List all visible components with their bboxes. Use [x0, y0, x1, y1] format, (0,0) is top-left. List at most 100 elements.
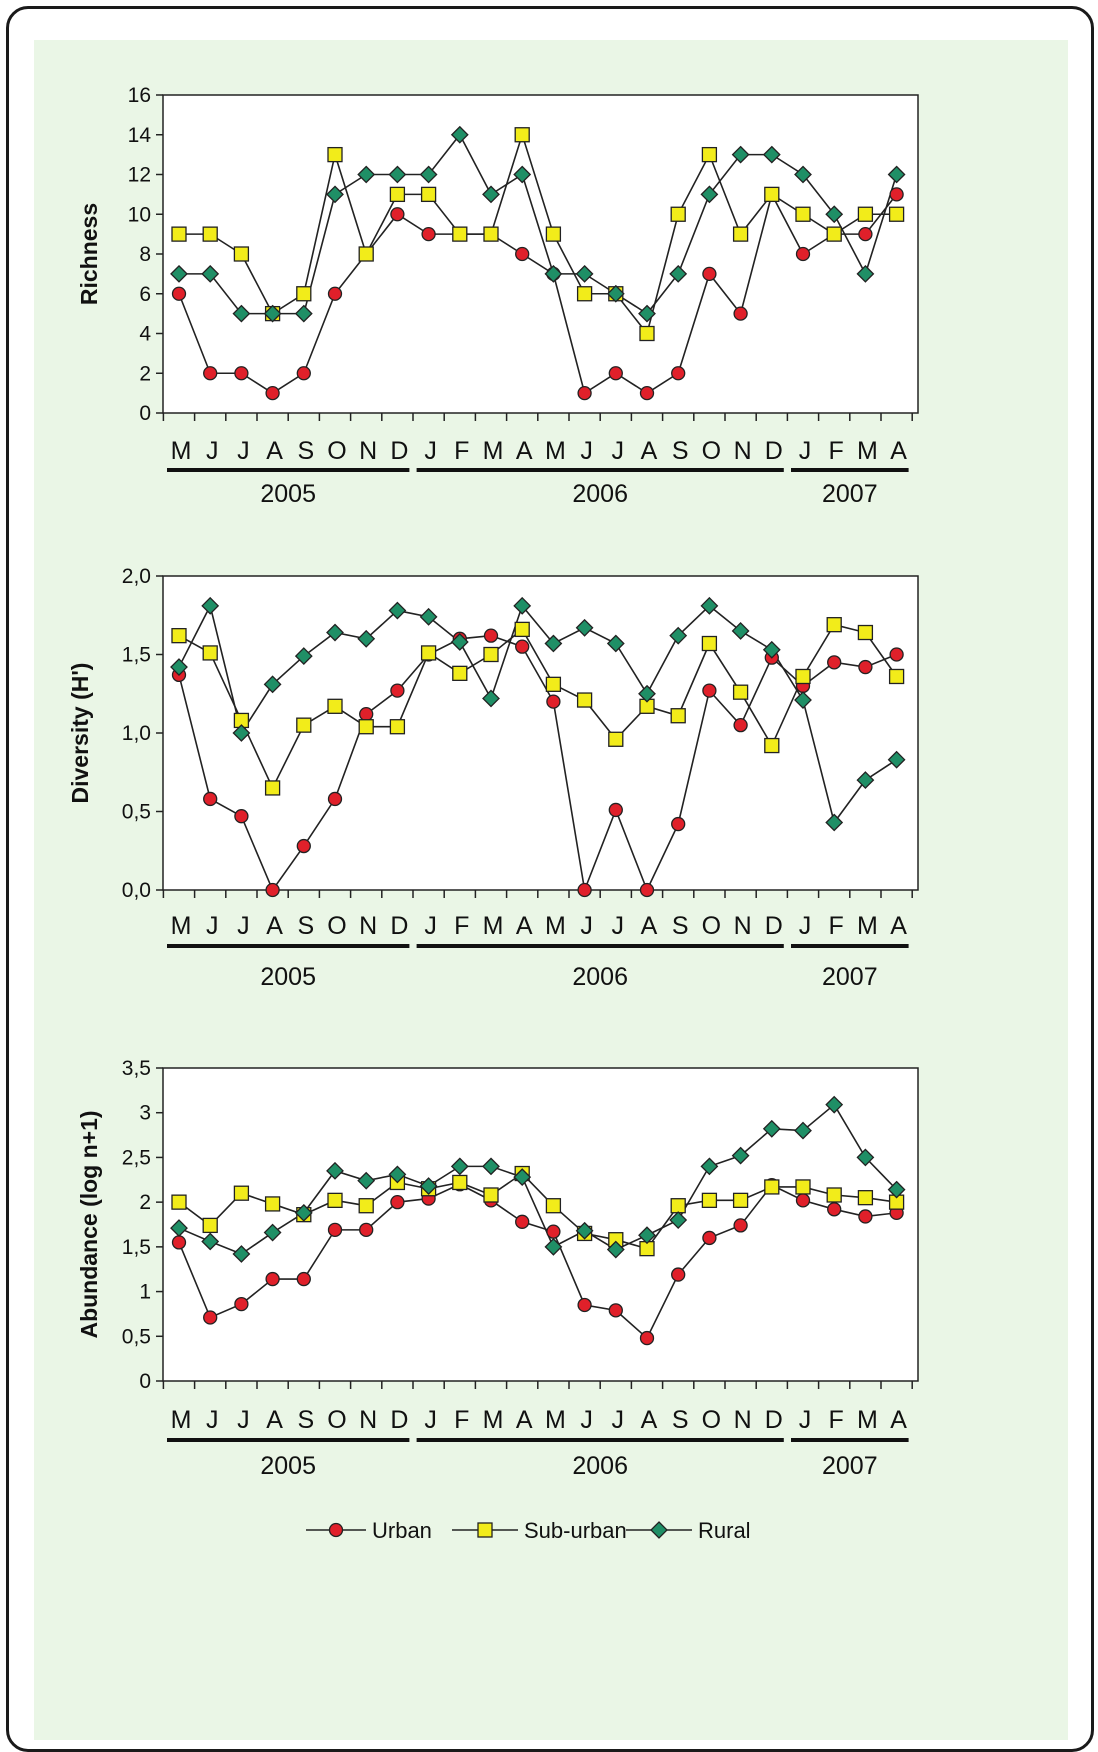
point-urban — [733, 718, 748, 733]
month-label: J — [237, 437, 250, 465]
point-sub-urban — [701, 146, 718, 163]
point-rural — [825, 1095, 844, 1114]
point-rural — [170, 264, 188, 283]
point-urban — [795, 246, 811, 262]
point-urban — [577, 882, 592, 898]
point-sub-urban — [171, 226, 187, 242]
month-label: N — [359, 1406, 377, 1434]
plot-area — [162, 1067, 919, 1382]
point-rural — [170, 658, 188, 676]
point-rural — [606, 1240, 625, 1259]
month-label: O — [327, 912, 346, 940]
point-sub-urban — [296, 286, 312, 302]
point-rural — [388, 165, 407, 184]
legend-marker-urban — [328, 1522, 344, 1538]
month-label: J — [237, 912, 250, 940]
point-urban — [608, 1303, 623, 1318]
point-urban — [265, 882, 280, 898]
month-label: N — [734, 912, 752, 940]
month-label: J — [799, 912, 812, 940]
month-label: A — [516, 1406, 533, 1434]
point-urban — [296, 366, 311, 381]
month-label: S — [672, 1406, 689, 1434]
point-sub-urban — [358, 719, 374, 735]
point-sub-urban — [233, 246, 250, 262]
series-line-sub-urban — [178, 623, 898, 790]
point-rural — [887, 165, 906, 184]
point-rural — [669, 264, 688, 283]
point-urban — [203, 791, 218, 807]
year-label: 2006 — [572, 1452, 628, 1480]
month-label: S — [672, 912, 689, 940]
point-rural — [700, 185, 719, 204]
point-sub-urban — [264, 780, 281, 796]
point-sub-urban — [857, 624, 874, 641]
point-urban — [858, 226, 873, 242]
y-tick-label: 1,5 — [122, 1236, 151, 1259]
point-rural — [326, 623, 344, 642]
point-rural — [856, 771, 875, 790]
point-rural — [201, 264, 220, 283]
y-tick-label: 1 — [139, 1281, 151, 1304]
month-label: N — [734, 1406, 752, 1434]
y-tick-label: 2,5 — [122, 1146, 151, 1169]
point-sub-urban — [545, 1198, 562, 1214]
month-label: M — [483, 437, 504, 465]
point-sub-urban — [639, 325, 655, 342]
month-label: M — [545, 1406, 566, 1434]
month-label: A — [266, 1406, 283, 1434]
point-urban — [608, 366, 623, 381]
month-label: O — [327, 437, 346, 465]
month-label: J — [799, 437, 812, 465]
point-sub-urban — [483, 1187, 499, 1203]
plot-area — [162, 94, 919, 414]
month-label: J — [206, 437, 219, 465]
point-rural — [170, 1219, 188, 1237]
point-sub-urban — [514, 127, 530, 143]
point-urban — [327, 286, 343, 301]
point-urban — [515, 1214, 530, 1229]
point-urban — [327, 791, 343, 807]
month-label: J — [424, 1406, 437, 1434]
point-rural — [232, 1245, 251, 1263]
point-sub-urban — [764, 186, 780, 203]
y-tick-label: 2 — [139, 362, 151, 385]
point-urban — [171, 286, 187, 301]
point-rural — [357, 165, 376, 184]
point-sub-urban — [732, 226, 749, 242]
point-sub-urban — [795, 1179, 811, 1195]
point-sub-urban — [233, 1185, 250, 1201]
y-tick-label: 16 — [128, 84, 151, 107]
point-urban — [515, 639, 530, 654]
point-urban — [702, 1230, 717, 1246]
point-sub-urban — [452, 1174, 468, 1191]
month-label: F — [829, 1406, 844, 1434]
point-sub-urban — [608, 731, 624, 747]
point-urban — [671, 816, 686, 832]
point-rural — [357, 629, 376, 648]
month-label: M — [483, 1406, 504, 1434]
point-rural — [606, 634, 625, 653]
point-urban — [639, 1330, 655, 1346]
point-rural — [669, 626, 688, 645]
point-rural — [357, 1171, 376, 1190]
month-label: D — [390, 1406, 408, 1434]
point-rural — [419, 165, 438, 184]
month-label: J — [237, 1406, 250, 1434]
year-label: 2007 — [822, 1452, 878, 1480]
point-rural — [794, 165, 812, 184]
point-sub-urban — [420, 186, 437, 203]
month-label: J — [612, 1406, 625, 1434]
point-sub-urban — [202, 1217, 218, 1234]
point-rural — [762, 640, 781, 659]
point-sub-urban — [732, 684, 749, 700]
point-urban — [639, 882, 655, 898]
y-tick-label: 0,5 — [122, 1325, 151, 1348]
point-sub-urban — [327, 1192, 343, 1209]
month-label: D — [765, 437, 783, 465]
point-sub-urban — [514, 621, 530, 638]
month-label: J — [799, 1406, 812, 1434]
point-urban — [265, 1271, 280, 1287]
